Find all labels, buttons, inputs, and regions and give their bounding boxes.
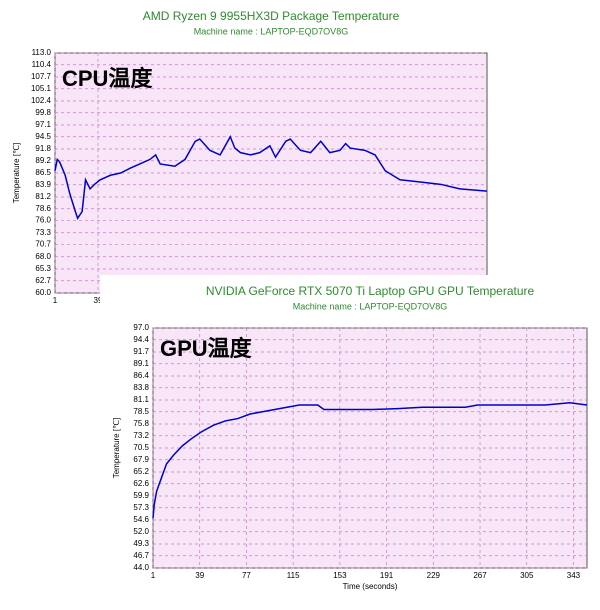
x-tick-label: 229	[427, 571, 441, 580]
chart-subtitle: Machine name : LAPTOP-EQD7OV8G	[194, 26, 348, 36]
y-tick-label: 68.0	[35, 252, 51, 261]
data-line	[54, 135, 488, 220]
y-tick-label: 94.5	[35, 132, 51, 141]
y-tick-label: 49.3	[133, 539, 149, 548]
y-tick-label: 57.3	[133, 503, 149, 512]
y-tick-label: 81.1	[133, 395, 149, 404]
x-tick-label: 267	[473, 571, 487, 580]
y-tick-label: 73.3	[35, 228, 51, 237]
y-tick-label: 65.2	[133, 467, 149, 476]
y-tick-label: 91.8	[35, 144, 51, 153]
x-tick-label: 305	[520, 571, 534, 580]
y-tick-label: 99.8	[35, 108, 51, 117]
y-tick-label: 89.2	[35, 156, 51, 165]
y-tick-label: 97.0	[133, 323, 149, 332]
x-tick-label: 343	[567, 571, 581, 580]
y-tick-label: 81.2	[35, 192, 51, 201]
gpu-chart: NVIDIA GeForce RTX 5070 Ti Laptop GPU GP…	[100, 275, 600, 610]
y-tick-label: 102.4	[31, 96, 52, 105]
x-axis-label: Time (seconds)	[343, 582, 398, 591]
x-tick-label: 39	[195, 571, 204, 580]
y-tick-label: 83.8	[133, 383, 149, 392]
x-tick-label: 77	[242, 571, 251, 580]
y-tick-label: 62.6	[133, 479, 149, 488]
y-tick-label: 52.0	[133, 527, 149, 536]
y-tick-label: 60.0	[35, 288, 51, 297]
y-axis-label: Temperature [℃]	[112, 418, 121, 479]
annotation: CPU温度	[62, 66, 153, 91]
y-tick-label: 86.4	[133, 371, 149, 380]
chart-subtitle: Machine name : LAPTOP-EQD7OV8G	[293, 301, 447, 311]
x-tick-label: 39	[94, 296, 103, 305]
y-tick-label: 97.1	[35, 120, 51, 129]
y-tick-label: 83.9	[35, 180, 51, 189]
y-tick-label: 113.0	[32, 48, 52, 57]
y-tick-label: 75.8	[133, 419, 149, 428]
y-tick-label: 86.5	[35, 168, 51, 177]
y-tick-label: 76.0	[35, 216, 51, 225]
x-tick-label: 1	[151, 571, 156, 580]
chart-title: NVIDIA GeForce RTX 5070 Ti Laptop GPU GP…	[206, 284, 535, 298]
x-tick-label: 191	[380, 571, 394, 580]
y-tick-label: 78.6	[35, 204, 51, 213]
y-tick-label: 44.0	[133, 563, 149, 572]
y-tick-label: 110.4	[32, 60, 52, 69]
x-tick-label: 153	[333, 571, 347, 580]
y-tick-label: 62.7	[35, 276, 51, 285]
y-tick-label: 65.3	[35, 264, 51, 273]
y-tick-label: 73.2	[133, 431, 149, 440]
data-line	[152, 401, 588, 519]
y-tick-label: 54.6	[133, 515, 149, 524]
y-axis-label: Temperature [℃]	[12, 143, 21, 204]
y-tick-label: 105.1	[31, 84, 52, 93]
y-tick-label: 67.9	[133, 455, 149, 464]
annotation: GPU温度	[160, 336, 253, 361]
x-tick-label: 115	[287, 571, 300, 580]
y-tick-label: 89.1	[133, 359, 149, 368]
y-tick-label: 91.7	[133, 347, 149, 356]
y-tick-label: 70.7	[35, 240, 51, 249]
y-tick-label: 94.4	[133, 335, 149, 344]
y-tick-label: 78.5	[133, 407, 149, 416]
x-tick-label: 1	[53, 296, 58, 305]
y-tick-label: 107.7	[31, 72, 52, 81]
y-tick-label: 70.5	[133, 443, 149, 452]
chart-title: AMD Ryzen 9 9955HX3D Package Temperature	[143, 9, 400, 23]
y-tick-label: 46.7	[133, 551, 149, 560]
y-tick-label: 59.9	[133, 491, 149, 500]
